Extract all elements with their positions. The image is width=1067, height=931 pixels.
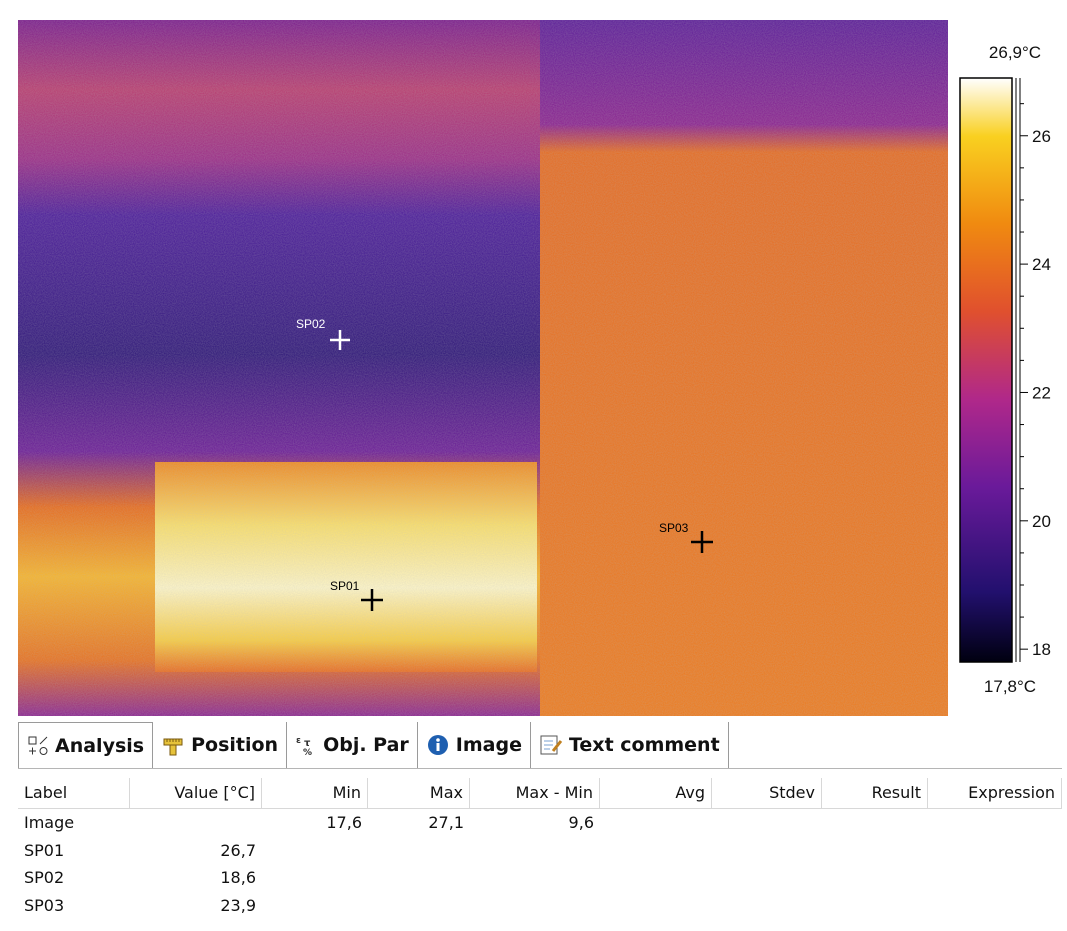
tab-icon [163,738,183,756]
spot-label: SP02 [296,317,326,331]
tab-label: Obj. Par [323,734,409,756]
tab-label: Position [191,734,279,756]
analysis-table: Label Value [°C] Min Max Max - Min Avg Stdev Re… [18,778,1062,919]
table-body: Image 17,6 27,1 9,6 SP01 26,7 SP02 18,6 SP03 23,9 [18,809,1062,919]
table-cell: 26,7 [220,840,256,860]
table-cell: 27,1 [428,813,464,832]
column-header[interactable]: Avg [600,778,712,808]
table-header: Label Value [°C] Min Max Max - Min Avg Stdev Re… [18,778,1062,809]
table-cell: SP02 [24,868,65,887]
scale-max: 26,9°C [989,43,1041,62]
column-header[interactable]: Expression [928,778,1062,808]
table-cell: SP03 [24,895,65,915]
scale-tick-label: 24 [1032,255,1051,274]
scale-tick-label: 20 [1032,512,1051,531]
scale-min: 17,8°C [984,677,1036,696]
table-cell: 23,9 [220,895,256,915]
table-cell: 17,6 [326,813,362,832]
svg-text:τ: τ [304,738,311,749]
tab-icon [540,735,563,755]
thermal-view: SP02 SP01 SP03 26,9°C 17,8°C 26 24 22 20 18 [18,20,1051,716]
table-cell: Image [24,813,75,832]
tab[interactable]: Position [153,722,288,768]
tab[interactable]: ε τ% Obj. Par [287,722,418,768]
table-cell: 9,6 [568,813,594,832]
svg-text:ε: ε [296,736,301,746]
column-header[interactable]: Label [18,778,130,808]
scale-tick-label: 18 [1032,640,1051,659]
svg-text:%: % [303,748,312,756]
spot-sp01: SP01 [330,579,383,611]
scale-tick-label: 22 [1032,383,1051,402]
scale-ticks: 26 24 22 20 18 [1020,103,1051,659]
table-cell: 18,6 [220,868,256,887]
tab-icon [427,735,448,755]
table-row: SP01 26,7 [18,837,1062,865]
tab-label: Analysis [55,734,145,757]
spot-sp03: SP03 [659,521,713,553]
column-header[interactable]: Value [°C] [130,778,262,808]
table-row: SP03 23,9 [18,892,1062,920]
spot-sp02: SP02 [296,317,350,350]
table-cell: SP01 [24,840,65,860]
scale-tick-label: 26 [1032,127,1051,146]
tab[interactable]: Analysis [18,722,154,768]
column-header[interactable]: Stdev [712,778,822,808]
table-row: Image 17,6 27,1 9,6 [18,809,1062,837]
tab[interactable]: Image [417,722,531,768]
tab[interactable]: Text comment [530,722,729,768]
tab-icon: ε τ% [296,736,312,756]
tab-label: Text comment [568,734,720,756]
table-row: SP02 18,6 [18,864,1062,892]
tab-icon [28,736,48,755]
image-noise [18,20,948,716]
column-header[interactable]: Max [368,778,470,808]
tab-label: Image [455,734,522,756]
column-header[interactable]: Result [822,778,928,808]
column-header[interactable]: Min [262,778,368,808]
tab-bar: Analysis Position ε τ% Obj. Par Image Text com… [18,722,1062,769]
column-header[interactable]: Max - Min [470,778,600,808]
spot-label: SP03 [659,521,689,535]
spot-label: SP01 [330,579,360,593]
color-scale [959,77,1013,663]
